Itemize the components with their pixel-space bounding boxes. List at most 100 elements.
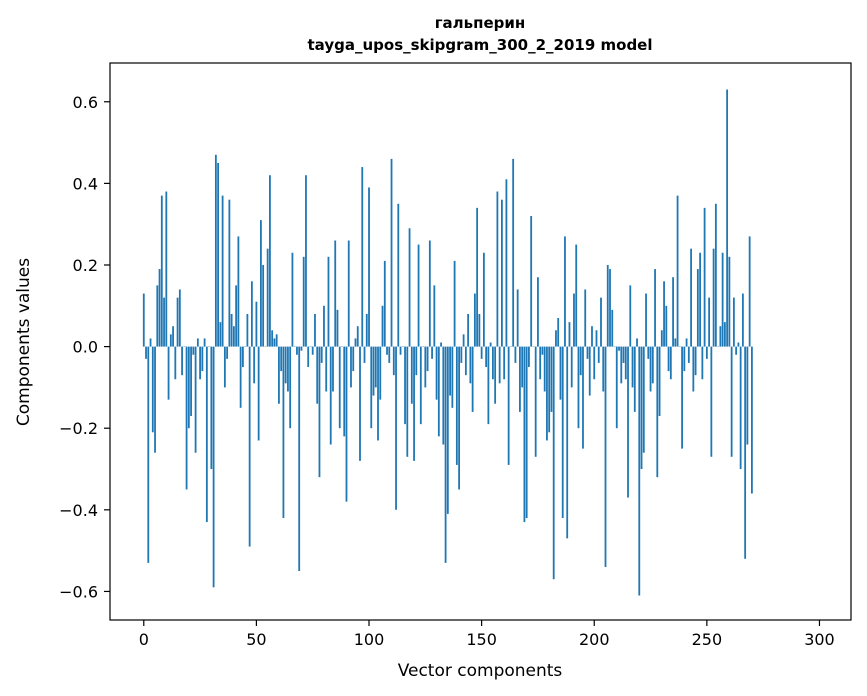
bar [255,301,258,347]
bar [336,309,339,347]
bar [424,346,427,388]
bar [471,346,474,412]
bar [363,346,366,363]
bar [672,277,674,347]
bar [325,346,328,392]
bar [519,346,521,412]
bar [413,346,415,461]
bar [464,346,467,376]
bar [147,346,150,563]
bar [687,346,690,363]
bar [528,346,530,367]
bar [377,346,379,441]
bar [156,285,159,347]
bar [699,252,701,347]
bar [228,199,231,347]
bar [221,195,224,347]
bar [347,240,350,347]
bar [334,240,337,347]
chart-subtitle: tayga_upos_skipgram_300_2_2019 model [308,36,653,54]
bar [523,346,526,523]
bar [460,346,463,363]
bar [467,313,470,347]
bar [521,346,524,388]
bar [446,346,449,514]
bar [491,346,494,380]
bar [683,346,686,372]
bar [172,326,174,347]
bar [356,326,359,347]
bar [212,346,215,588]
bar [314,313,316,347]
bar [388,346,391,363]
bar [280,346,283,372]
bar [595,330,598,347]
bar [196,338,199,347]
bar [386,346,388,355]
bar [203,338,206,347]
bar [609,269,611,347]
bar [647,346,650,359]
bar [399,346,402,355]
bar [577,346,580,429]
bar [676,195,679,347]
bar [681,346,683,449]
bar [525,346,528,518]
bar [431,346,433,359]
bar [735,346,738,355]
bar [205,346,208,523]
bar [516,289,519,347]
bar [588,346,591,396]
bar [354,338,357,347]
bar [555,330,557,347]
bar [633,346,636,412]
bar [514,346,517,363]
bar [350,346,352,388]
bar [210,346,213,470]
bar [374,346,377,388]
bar [296,346,298,355]
bar [507,346,510,465]
bar [723,322,726,347]
bar [392,346,395,376]
bar [253,346,256,384]
bar [320,346,323,363]
bar [561,346,564,518]
bar [192,346,195,355]
bar [478,313,481,347]
bar [690,248,692,347]
y-tick-label: −0.4 [59,501,98,520]
bar [444,346,447,563]
bar [318,346,321,478]
bar [728,256,731,347]
bar [178,289,181,347]
bar [667,346,670,372]
bar [199,346,201,380]
bar [160,195,163,347]
bar [406,346,409,457]
bar [708,297,711,347]
bar [316,346,319,404]
bar [539,346,542,380]
bar [201,346,204,372]
bar [142,293,145,347]
bar [194,346,197,453]
bar [149,338,152,347]
bar [537,277,539,347]
bar [257,346,260,441]
bar [260,220,262,347]
bar [271,330,274,347]
bar [714,203,717,347]
bar [719,326,722,347]
bar [548,346,551,433]
bar [345,346,348,502]
bar [223,346,226,388]
bar [694,346,697,376]
bar [566,346,569,539]
bar [151,346,154,433]
bar [214,154,217,347]
bar [302,256,305,347]
bar [665,305,668,347]
bar [343,346,346,437]
bar [145,346,147,359]
